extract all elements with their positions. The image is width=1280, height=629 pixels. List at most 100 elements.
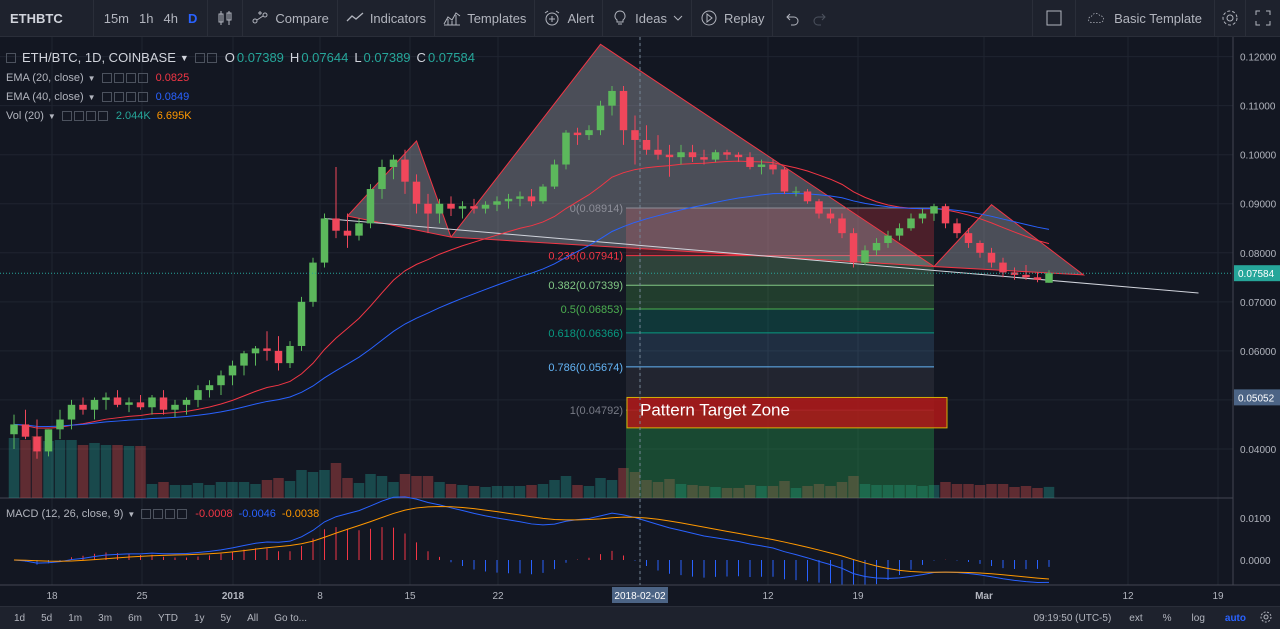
interval-d[interactable]: D [187, 10, 198, 26]
eye-icon[interactable] [141, 509, 152, 519]
ema20-legend: EMA (20, close) ▼ 0.0825 [6, 72, 189, 84]
volume-bar [928, 485, 940, 498]
series-title[interactable]: ETH/BTC, 1D, COINBASE [22, 50, 176, 65]
candle-body [999, 262, 1007, 273]
add-icon[interactable] [85, 111, 96, 121]
symbol-search[interactable]: ETHBTC [10, 10, 63, 26]
range-all[interactable]: All [247, 612, 259, 624]
eye-icon[interactable] [101, 92, 112, 102]
range-1d[interactable]: 1d [14, 612, 26, 624]
high-key: H [289, 50, 300, 65]
candle [757, 159, 766, 175]
close-icon[interactable] [137, 73, 148, 83]
interval-1h[interactable]: 1h [139, 10, 154, 26]
price-tick-label: 0.12000 [1240, 53, 1277, 64]
percent-toggle[interactable]: % [1162, 612, 1172, 624]
settings-icon[interactable] [153, 509, 164, 519]
interval-15m[interactable]: 15m [103, 10, 130, 26]
chevron-down-icon[interactable]: ▼ [127, 509, 136, 519]
volume-bar [848, 476, 859, 498]
replay-button[interactable]: Replay [692, 0, 772, 37]
scale-settings-button[interactable] [1256, 611, 1280, 626]
range-1y[interactable]: 1y [193, 612, 205, 624]
time-tick-label: 19 [852, 591, 864, 602]
candle [861, 245, 869, 266]
add-icon[interactable] [125, 92, 136, 102]
indicators-button[interactable]: Indicators [338, 0, 434, 37]
volume-bar [503, 486, 514, 498]
volume-bar [779, 481, 790, 498]
replay-icon [700, 9, 718, 27]
candle [435, 198, 444, 224]
candle [251, 345, 260, 366]
redo-button[interactable] [805, 0, 835, 37]
chart-style-button[interactable] [208, 0, 242, 37]
eye-icon[interactable] [101, 73, 112, 83]
main-series-legend: ETH/BTC, 1D, COINBASE ▼ O 0.07389 H 0.07… [6, 50, 475, 65]
candles-icon [216, 9, 234, 27]
candle-body [194, 390, 202, 400]
candle-body [148, 397, 156, 408]
templates-button[interactable]: Templates [435, 0, 534, 37]
log-toggle[interactable]: log [1191, 612, 1205, 624]
volume-bar [146, 484, 158, 498]
interval-4h[interactable]: 4h [163, 10, 178, 26]
auto-toggle[interactable]: auto [1224, 612, 1246, 624]
volume-bar [537, 484, 549, 498]
add-icon[interactable] [165, 509, 176, 519]
close-icon[interactable] [177, 509, 188, 519]
volume-bar [606, 480, 618, 498]
macd-label[interactable]: MACD (12, 26, close, 9) [6, 508, 124, 520]
candle-body [113, 397, 122, 405]
volume-bar [342, 478, 353, 498]
range-3m[interactable]: 3m [98, 612, 113, 624]
candle-body [309, 262, 317, 302]
high-value: 0.07644 [301, 50, 349, 65]
chart-canvas[interactable]: 0(0.08914)0.236(0.07941)0.382(0.07339)0.… [0, 37, 1280, 606]
range-ytd[interactable]: YTD [157, 612, 178, 624]
candle [355, 218, 363, 241]
replay-label: Replay [723, 10, 765, 26]
collapse-legend-icon[interactable] [6, 52, 16, 63]
chevron-down-icon[interactable]: ▼ [47, 111, 56, 121]
ema20-label[interactable]: EMA (20, close) [6, 72, 84, 84]
volume-label[interactable]: Vol (20) [6, 110, 44, 122]
range-5d[interactable]: 5d [41, 612, 53, 624]
close-key: C [416, 50, 426, 65]
settings-icon[interactable] [73, 111, 84, 121]
ext-toggle[interactable]: ext [1129, 612, 1143, 624]
close-icon[interactable] [137, 92, 148, 102]
macd-signal-value: -0.0038 [281, 508, 320, 520]
chevron-down-icon[interactable]: ▼ [87, 92, 96, 102]
range-1m[interactable]: 1m [68, 612, 83, 624]
compare-button[interactable]: Compare [243, 0, 336, 37]
range-6m[interactable]: 6m [128, 612, 142, 624]
ema40-label[interactable]: EMA (40, close) [6, 91, 84, 103]
settings-button[interactable] [1215, 0, 1245, 37]
fullscreen-square-button[interactable] [1033, 0, 1075, 37]
basic-template-button[interactable]: Basic Template [1076, 0, 1214, 37]
settings-icon[interactable] [194, 52, 205, 63]
eye-icon[interactable] [61, 111, 72, 121]
settings-icon[interactable] [113, 73, 124, 83]
clock-timezone[interactable]: 09:19:50 (UTC-5) [1033, 612, 1112, 624]
fib-level-label: 0.618(0.06366) [548, 328, 623, 340]
fullscreen-button[interactable] [1246, 0, 1280, 37]
ideas-button[interactable]: Ideas [603, 0, 691, 37]
goto-button[interactable]: Go to... [274, 612, 308, 624]
add-icon[interactable] [125, 73, 136, 83]
settings-icon[interactable] [113, 92, 124, 102]
volume-bar [894, 485, 905, 498]
undo-button[interactable] [773, 0, 805, 37]
eye-icon[interactable] [206, 52, 217, 63]
chevron-down-icon[interactable]: ▼ [87, 73, 96, 83]
volume-bar [871, 485, 882, 498]
templates-icon [443, 9, 461, 27]
candle-body [792, 191, 800, 193]
toolbar-divider [92, 0, 94, 37]
alert-button[interactable]: Alert [535, 0, 602, 37]
chevron-down-icon[interactable]: ▼ [179, 52, 189, 63]
chart-area[interactable]: 0(0.08914)0.236(0.07941)0.382(0.07339)0.… [0, 37, 1280, 606]
close-icon[interactable] [97, 111, 108, 121]
range-5y[interactable]: 5y [220, 612, 232, 624]
